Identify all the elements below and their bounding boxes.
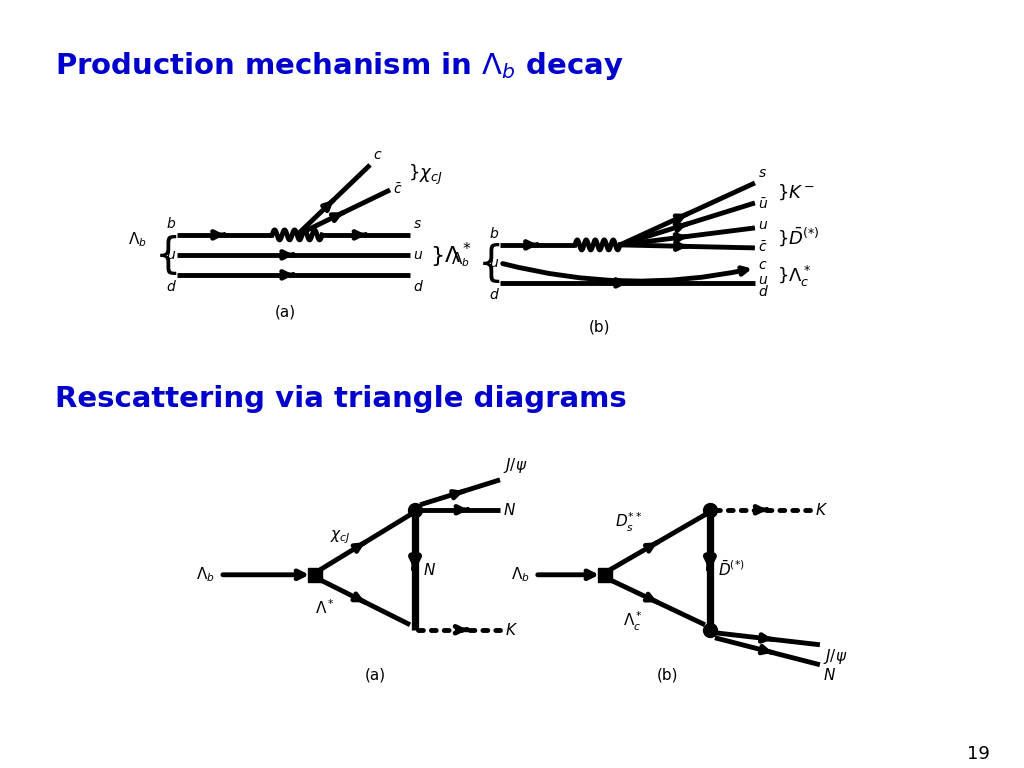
- Text: (a): (a): [274, 305, 296, 320]
- Text: $N$: $N$: [823, 667, 836, 683]
- Text: $d$: $d$: [166, 279, 177, 294]
- Text: $\}K^-$: $\}K^-$: [777, 182, 815, 202]
- Text: $\bar{c}$: $\bar{c}$: [758, 240, 767, 255]
- Text: $\}\Lambda_c^*$: $\}\Lambda_c^*$: [777, 264, 811, 290]
- Text: $N$: $N$: [503, 502, 516, 518]
- Text: $\{$: $\{$: [477, 241, 501, 285]
- Text: $u$: $u$: [758, 273, 768, 287]
- Text: (b): (b): [656, 667, 678, 683]
- Text: $K$: $K$: [505, 622, 518, 637]
- Text: $d$: $d$: [758, 284, 769, 300]
- Text: $d$: $d$: [489, 287, 500, 302]
- Text: $K$: $K$: [815, 502, 827, 518]
- Text: $\Lambda_c^*$: $\Lambda_c^*$: [623, 611, 642, 634]
- Text: $b$: $b$: [489, 226, 499, 241]
- Text: $\bar{D}^{(*)}$: $\bar{D}^{(*)}$: [718, 560, 744, 579]
- FancyArrowPatch shape: [503, 263, 746, 281]
- Text: $\Lambda^*$: $\Lambda^*$: [315, 598, 335, 617]
- Text: $c$: $c$: [758, 258, 767, 272]
- Text: $D_s^{**}$: $D_s^{**}$: [615, 511, 642, 535]
- Text: $\chi_{cJ}$: $\chi_{cJ}$: [330, 528, 350, 546]
- Text: $J/\psi$: $J/\psi$: [823, 647, 847, 666]
- Text: $u$: $u$: [166, 248, 176, 262]
- Text: $u$: $u$: [758, 218, 768, 232]
- Text: $\}\Lambda^*$: $\}\Lambda^*$: [430, 240, 472, 270]
- Text: 19: 19: [967, 745, 990, 763]
- Text: $s$: $s$: [413, 217, 422, 231]
- Text: $N$: $N$: [423, 561, 436, 578]
- Text: $\Lambda_b$: $\Lambda_b$: [128, 230, 147, 250]
- Text: $\Lambda_b$: $\Lambda_b$: [452, 250, 470, 270]
- Text: $c$: $c$: [373, 148, 383, 162]
- Text: $\}\bar{D}^{(*)}$: $\}\bar{D}^{(*)}$: [777, 226, 819, 248]
- Text: $u$: $u$: [489, 256, 499, 270]
- Text: Rescattering via triangle diagrams: Rescattering via triangle diagrams: [55, 385, 627, 413]
- Text: (a): (a): [365, 667, 386, 683]
- Text: (b): (b): [589, 320, 610, 335]
- Text: $\bar{c}$: $\bar{c}$: [393, 183, 402, 197]
- Text: $\{$: $\{$: [155, 233, 177, 277]
- Text: $d$: $d$: [413, 279, 424, 294]
- Text: $\Lambda_b$: $\Lambda_b$: [197, 565, 215, 584]
- Text: $u$: $u$: [413, 248, 423, 262]
- Text: Production mechanism in $\Lambda_b$ decay: Production mechanism in $\Lambda_b$ deca…: [55, 50, 624, 82]
- Text: $s$: $s$: [758, 166, 767, 180]
- Text: $\}\chi_{cJ}$: $\}\chi_{cJ}$: [408, 163, 442, 187]
- Text: $J/\psi$: $J/\psi$: [503, 456, 527, 475]
- Text: $\Lambda_b$: $\Lambda_b$: [511, 565, 530, 584]
- Text: $\bar{u}$: $\bar{u}$: [758, 197, 768, 212]
- Text: $b$: $b$: [166, 216, 176, 231]
